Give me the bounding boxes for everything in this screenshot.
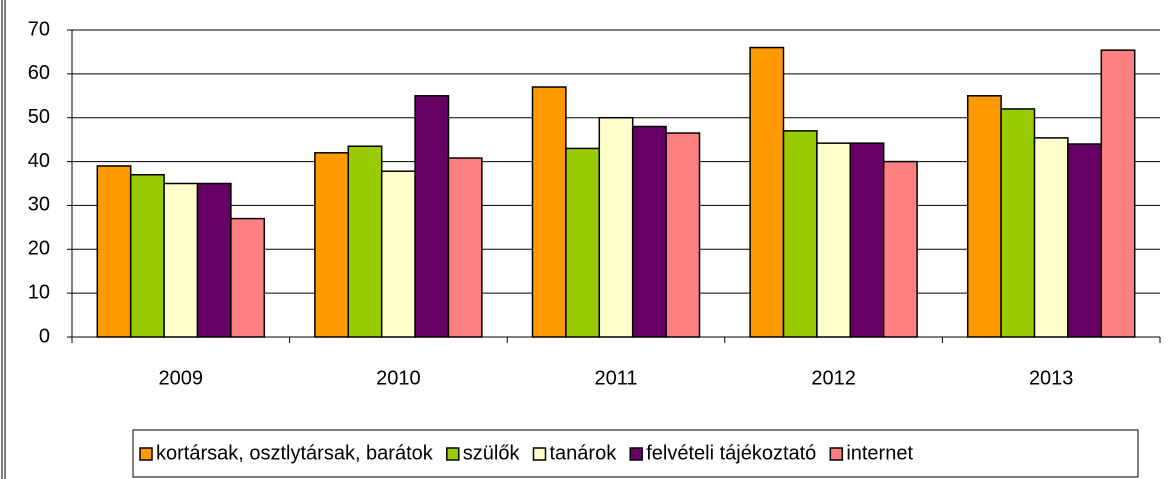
- bar: [230, 217, 266, 338]
- bar: [1033, 137, 1069, 338]
- y-tick-label: 40: [28, 150, 50, 172]
- legend-swatch: [629, 447, 643, 461]
- legend-swatch: [829, 447, 844, 461]
- y-tick-label: 10: [28, 281, 50, 303]
- legend-label: szülők: [463, 442, 521, 464]
- bar: [447, 157, 483, 338]
- bar: [531, 86, 567, 338]
- y-tick-label: 60: [28, 62, 50, 84]
- bar: [849, 142, 885, 338]
- legend-label: kortársak, osztlytársak, barátok: [156, 442, 434, 464]
- y-tick-label: 70: [28, 18, 50, 40]
- bar: [816, 142, 852, 338]
- bar: [163, 182, 199, 338]
- legend-swatch: [446, 447, 460, 461]
- bar: [966, 95, 1002, 338]
- bar: [1100, 49, 1136, 338]
- bar: [631, 125, 667, 338]
- bar: [414, 95, 450, 338]
- bar: [782, 130, 818, 338]
- x-tick-label: 2011: [594, 367, 637, 389]
- bar: [749, 46, 785, 338]
- y-tick-label: 20: [28, 238, 50, 260]
- bar: [380, 170, 416, 338]
- legend-label: internet: [846, 442, 913, 464]
- bar: [1067, 143, 1103, 338]
- bar: [1000, 108, 1036, 338]
- bar: [129, 173, 165, 338]
- bar: [314, 152, 350, 338]
- y-tick-label: 50: [28, 106, 50, 128]
- bar: [196, 182, 232, 338]
- legend-label: tanárok: [549, 442, 617, 464]
- y-tick-label: 30: [28, 194, 50, 216]
- x-tick-label: 2013: [1029, 367, 1074, 389]
- legend-swatch: [139, 447, 153, 461]
- y-tick-label: 0: [39, 325, 50, 347]
- bar: [96, 165, 132, 338]
- legend-label: felvételi tájékoztató: [646, 442, 816, 464]
- x-tick-label: 2009: [159, 367, 204, 389]
- legend-swatch: [532, 447, 547, 461]
- bar: [347, 145, 383, 338]
- bar: [665, 132, 701, 338]
- bar: [598, 116, 634, 338]
- bar: [882, 160, 918, 338]
- x-tick-label: 2010: [376, 367, 421, 389]
- x-tick-label: 2012: [811, 367, 856, 389]
- bar: [565, 147, 601, 338]
